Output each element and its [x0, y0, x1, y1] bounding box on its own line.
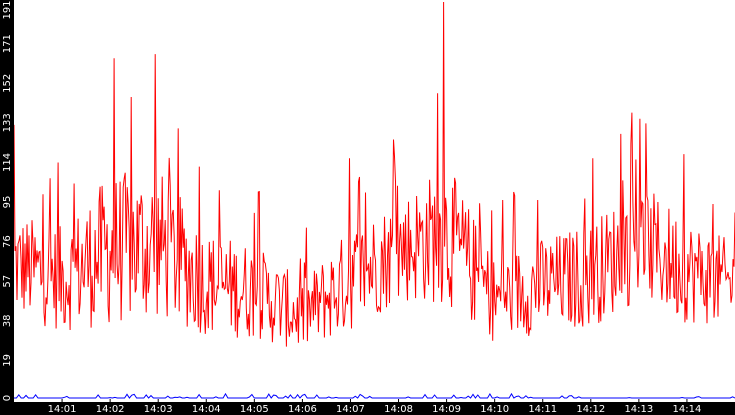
y-tick-label: 19	[2, 354, 13, 367]
y-tick-label: 76	[2, 235, 13, 248]
x-tick-label: 14:11	[528, 404, 557, 415]
y-tick-label: 0	[2, 395, 13, 401]
y-tick-label: 152	[2, 74, 13, 93]
series-line-red	[13, 1, 735, 347]
x-tick-label: 14:05	[240, 404, 269, 415]
series-layer	[13, 1, 735, 399]
x-tick-label: 14:12	[576, 404, 605, 415]
x-tick-label: 14:08	[384, 404, 413, 415]
x-tick-label: 14:14	[673, 404, 702, 415]
series-line-blue	[14, 392, 735, 399]
x-tick-label: 14:04	[192, 404, 221, 415]
x-tick-label: 14:06	[288, 404, 317, 415]
y-axis-ticks: 0 19 38 57 76 95 114 133 152 171 191	[2, 0, 13, 401]
x-axis-bar	[0, 402, 735, 415]
y-tick-label: 114	[2, 153, 13, 172]
x-tick-label: 14:10	[480, 404, 509, 415]
x-tick-label: 14:07	[336, 404, 365, 415]
y-tick-label: 57	[2, 275, 13, 288]
x-tick-label: 14:13	[624, 404, 653, 415]
x-axis-ticks: 14:01 14:02 14:03 14:04 14:05 14:06 14:07 14:08…	[48, 399, 702, 415]
y-tick-label: 171	[2, 34, 13, 53]
y-tick-label: 133	[2, 113, 13, 132]
y-tick-label: 95	[2, 196, 13, 209]
x-tick-label: 14:03	[144, 404, 173, 415]
x-tick-label: 14:02	[96, 404, 125, 415]
x-tick-label: 14:09	[432, 404, 461, 415]
y-tick-label: 191	[2, 0, 13, 19]
y-axis-bar	[0, 0, 14, 415]
x-tick-label: 14:01	[48, 404, 77, 415]
y-tick-label: 38	[2, 314, 13, 327]
